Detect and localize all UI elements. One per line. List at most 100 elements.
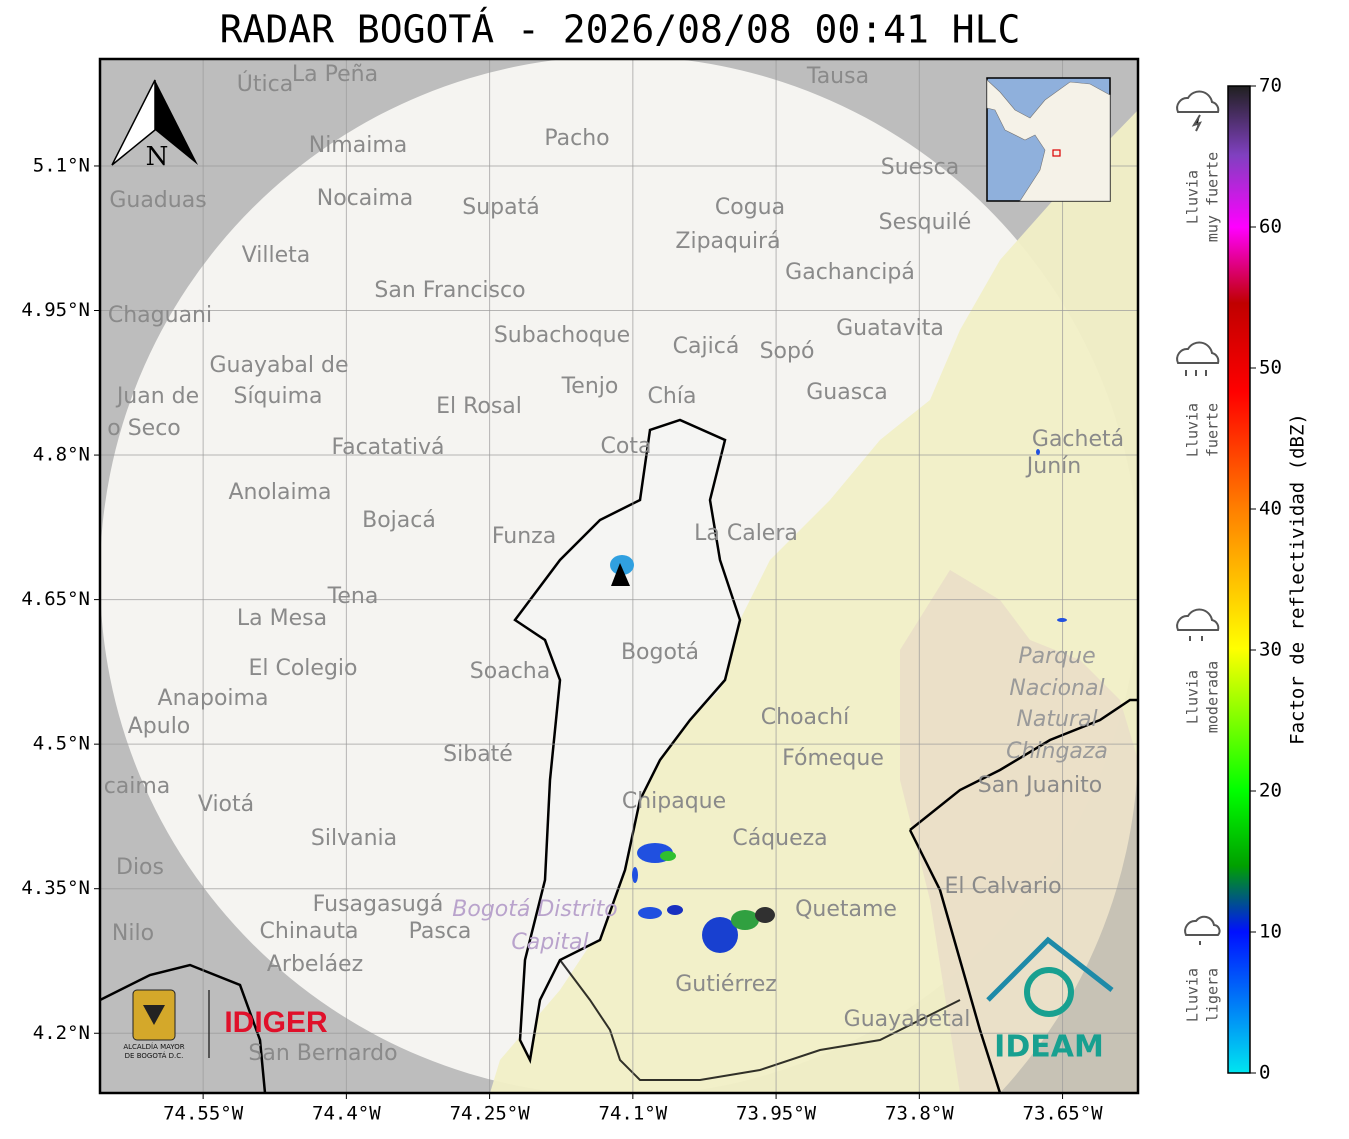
lon-tick-label: 74.1°W bbox=[599, 1103, 668, 1125]
place-label: Bojacá bbox=[362, 508, 436, 533]
place-label: Guaduas bbox=[109, 188, 206, 213]
place-label: El Rosal bbox=[436, 394, 522, 419]
place-label: Tenjo bbox=[561, 374, 619, 399]
district-label: Capital bbox=[511, 930, 588, 955]
place-label: Guatavita bbox=[836, 316, 944, 341]
place-label: Bogotá bbox=[621, 640, 699, 665]
lat-tick-label: 4.5°N bbox=[33, 733, 90, 755]
place-label: Cáqueza bbox=[732, 826, 827, 851]
place-label: Zipaquirá bbox=[675, 229, 780, 254]
colorbar-tick-label: 10 bbox=[1259, 921, 1282, 943]
place-label: San Francisco bbox=[374, 278, 525, 303]
place-label: Tena bbox=[327, 584, 379, 609]
ideam-logo: IDEAM bbox=[994, 1030, 1104, 1065]
district-label: Bogotá Distrito bbox=[452, 897, 617, 922]
place-label: San Bernardo bbox=[248, 1041, 397, 1066]
place-label: Sibaté bbox=[443, 742, 513, 767]
park-label: Nacional bbox=[1009, 676, 1104, 701]
lon-tick-label: 74.55°W bbox=[163, 1103, 244, 1125]
logo-text: DE BOGOTÁ D.C. bbox=[125, 1051, 184, 1060]
inset-map bbox=[986, 77, 1111, 202]
place-label: El Colegio bbox=[248, 656, 357, 681]
place-label: Pacho bbox=[544, 126, 609, 151]
title: RADAR BOGOTÁ - 2026/08/08 00:41 HLC bbox=[220, 8, 1021, 52]
place-label: Gachetá bbox=[1032, 427, 1124, 452]
place-label: Pasca bbox=[409, 919, 472, 944]
place-label: Guayabetal bbox=[844, 1007, 971, 1032]
colorbar-tick-label: 20 bbox=[1259, 780, 1282, 802]
radar-echoes bbox=[610, 449, 1067, 953]
legend-label: Lluvia bbox=[1184, 170, 1202, 224]
north-label: N bbox=[146, 142, 169, 172]
colorbar-tick-label: 60 bbox=[1259, 216, 1282, 238]
place-label: Cogua bbox=[715, 195, 785, 220]
lon-tick-label: 73.65°W bbox=[1023, 1103, 1104, 1125]
place-label: Supatá bbox=[462, 195, 539, 220]
place-label: Anapoima bbox=[158, 686, 269, 711]
logo-text: ALCALDÍA MAYOR bbox=[123, 1042, 184, 1051]
place-label: Suesca bbox=[881, 155, 959, 180]
lat-tick-label: 4.65°N bbox=[21, 588, 90, 610]
place-label: Chipaque bbox=[622, 789, 726, 814]
colorbar-tick-label: 40 bbox=[1259, 498, 1282, 520]
place-label: Junín bbox=[1025, 454, 1081, 479]
legend-label: fuerte bbox=[1204, 403, 1222, 457]
place-label: Subachoque bbox=[494, 323, 630, 348]
place-label: Soacha bbox=[470, 659, 550, 684]
park-label: Parque bbox=[1018, 644, 1095, 669]
place-label: Fusagasugá bbox=[313, 892, 444, 917]
place-label: Viotá bbox=[198, 792, 254, 817]
lon-tick-label: 73.8°W bbox=[885, 1103, 954, 1125]
place-label: El Calvario bbox=[944, 874, 1061, 899]
north-arrow: N bbox=[111, 79, 198, 172]
lat-tick-label: 4.8°N bbox=[33, 444, 90, 466]
lat-tick-label: 4.2°N bbox=[33, 1022, 90, 1044]
place-label: Chinauta bbox=[260, 919, 359, 944]
place-label: Juan de bbox=[115, 384, 199, 409]
place-label: Cajicá bbox=[673, 334, 740, 359]
grid bbox=[100, 59, 1138, 1093]
legend-label: muy fuerte bbox=[1204, 152, 1222, 242]
place-label: Arbeláez bbox=[267, 952, 363, 977]
place-label: Guasca bbox=[806, 380, 888, 405]
place-label: Cota bbox=[601, 434, 652, 459]
place-label: Silvania bbox=[311, 826, 397, 851]
place-label: caima bbox=[104, 774, 171, 799]
place-label: Fómeque bbox=[782, 746, 884, 771]
place-label: La Mesa bbox=[237, 606, 327, 631]
place-label: Villeta bbox=[242, 243, 311, 268]
colorbar-tick-label: 0 bbox=[1259, 1062, 1270, 1084]
place-label: Quetame bbox=[795, 897, 897, 922]
lon-tick-label: 73.95°W bbox=[736, 1103, 817, 1125]
legend-label: moderada bbox=[1204, 661, 1222, 733]
legend-label: Lluvia bbox=[1184, 968, 1202, 1022]
logos: ALCALDÍA MAYOR DE BOGOTÁ D.C. IDIGER IDE… bbox=[123, 936, 1114, 1065]
colorbar-tick-label: 50 bbox=[1259, 357, 1282, 379]
colorbar-tick-label: 30 bbox=[1259, 639, 1282, 661]
lon-tick-label: 74.25°W bbox=[450, 1103, 531, 1125]
lat-tick-label: 4.35°N bbox=[21, 877, 90, 899]
lat-tick-label: 4.95°N bbox=[21, 299, 90, 321]
park-label: Chingaza bbox=[1006, 739, 1108, 764]
place-label: Apulo bbox=[128, 714, 191, 739]
colorbar-label: Factor de reflectividad (dBZ) bbox=[1287, 413, 1309, 745]
place-label: Facatativá bbox=[331, 435, 444, 460]
place-label: Síquima bbox=[233, 384, 322, 409]
place-label: Guayabal de bbox=[209, 353, 348, 378]
place-label: La Calera bbox=[694, 521, 798, 546]
lat-tick-label: 5.1°N bbox=[33, 154, 90, 176]
place-label: Gachancipá bbox=[785, 260, 915, 285]
place-label: Chía bbox=[648, 384, 697, 409]
lon-tick-label: 74.4°W bbox=[312, 1103, 381, 1125]
legend-label: Lluvia bbox=[1184, 403, 1202, 457]
place-label: Sopó bbox=[760, 339, 815, 364]
place-label: Dios bbox=[116, 855, 164, 880]
place-label: Gutiérrez bbox=[675, 972, 777, 997]
place-label: San Juanito bbox=[978, 773, 1102, 798]
place-label: Chaguani bbox=[108, 303, 212, 328]
colorbar-ticks: 0 10 20 30 40 50 60 70 bbox=[1250, 75, 1282, 1084]
place-label: Sesquilé bbox=[879, 210, 972, 235]
place-label: Nimaima bbox=[309, 133, 408, 158]
